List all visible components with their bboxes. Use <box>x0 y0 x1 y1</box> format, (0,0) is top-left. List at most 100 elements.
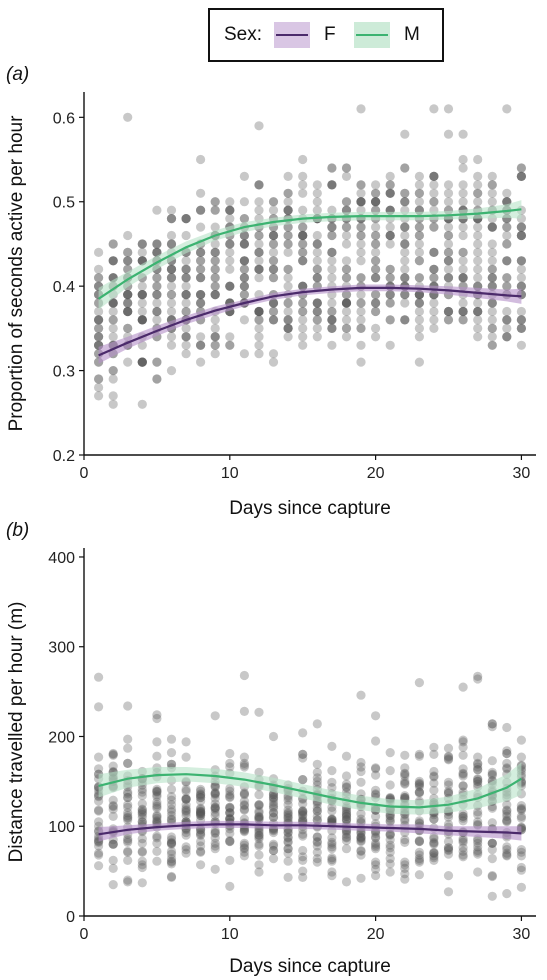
data-point <box>298 855 308 866</box>
data-point <box>298 814 308 824</box>
data-point <box>239 844 249 854</box>
data-point <box>283 323 293 333</box>
data-point <box>502 239 512 249</box>
data-point <box>327 777 337 787</box>
data-point <box>458 837 468 848</box>
data-point <box>123 855 133 866</box>
data-point <box>166 859 177 869</box>
data-point <box>254 197 264 207</box>
data-point <box>225 247 235 257</box>
data-point <box>502 850 512 860</box>
data-point <box>356 290 366 300</box>
data-point <box>487 340 497 350</box>
data-point <box>254 841 264 851</box>
data-point <box>458 197 468 207</box>
data-point <box>137 357 147 367</box>
data-point <box>429 323 439 333</box>
data-point <box>473 239 483 249</box>
data-point <box>414 780 424 790</box>
data-point <box>137 290 147 300</box>
data-point <box>356 828 366 839</box>
data-point <box>487 891 497 901</box>
data-point <box>123 323 133 333</box>
data-point <box>443 180 454 190</box>
data-point <box>283 222 293 232</box>
data-point <box>94 391 104 401</box>
data-point <box>458 188 468 198</box>
data-point <box>443 264 454 274</box>
data-point <box>166 857 177 867</box>
data-point <box>94 273 104 283</box>
data-point <box>94 850 104 860</box>
series-line-f <box>98 823 522 836</box>
data-point <box>458 154 468 165</box>
data-point <box>166 205 177 215</box>
data-point <box>254 264 264 274</box>
data-point <box>166 872 177 883</box>
data-point <box>225 256 235 266</box>
data-point <box>210 273 220 283</box>
data-point <box>443 845 454 856</box>
data-point <box>371 840 381 850</box>
data-point <box>327 222 337 232</box>
data-point <box>298 845 308 856</box>
data-point <box>108 315 118 325</box>
data-point <box>458 180 468 190</box>
data-point <box>356 690 366 700</box>
data-point <box>239 239 249 249</box>
data-point <box>473 315 483 325</box>
data-point <box>123 306 133 317</box>
data-point <box>400 222 410 232</box>
data-point <box>327 222 337 232</box>
data-point <box>341 315 352 325</box>
data-point <box>502 273 512 283</box>
data-point <box>341 298 352 308</box>
data-point <box>356 850 366 860</box>
data-point <box>312 197 322 207</box>
data-point <box>458 811 468 822</box>
data-point <box>283 222 293 232</box>
data-point <box>516 230 527 241</box>
data-point <box>516 222 527 232</box>
data-point <box>516 315 527 325</box>
data-point <box>254 867 264 877</box>
data-point <box>473 230 483 241</box>
data-point <box>123 815 133 825</box>
data-point <box>123 877 133 887</box>
data-point <box>458 852 468 862</box>
data-point <box>414 332 424 342</box>
data-point <box>473 867 483 877</box>
data-point <box>473 298 483 308</box>
data-point <box>137 239 147 249</box>
data-point <box>225 881 235 892</box>
data-point <box>210 332 220 342</box>
data-point <box>443 197 454 207</box>
data-point <box>225 783 235 794</box>
data-point <box>210 290 220 300</box>
data-point <box>487 273 497 283</box>
data-point <box>341 230 352 241</box>
data-point <box>429 247 439 257</box>
data-point <box>108 880 118 890</box>
data-point <box>152 306 162 317</box>
data-point <box>516 865 527 875</box>
data-point <box>414 306 424 317</box>
data-point <box>298 230 308 241</box>
data-point <box>414 230 424 241</box>
data-point <box>371 290 381 300</box>
data-point <box>283 332 293 342</box>
data-point <box>414 290 424 300</box>
data-point <box>327 856 337 866</box>
data-point <box>327 298 337 308</box>
data-point <box>487 722 497 732</box>
data-point <box>254 834 264 844</box>
data-point <box>225 340 235 350</box>
data-point <box>487 171 497 181</box>
data-point <box>166 214 177 224</box>
data-point <box>312 273 322 283</box>
data-point <box>473 776 483 787</box>
data-point <box>371 832 381 842</box>
data-point <box>283 809 293 819</box>
data-point <box>341 264 352 274</box>
data-point <box>210 782 220 792</box>
